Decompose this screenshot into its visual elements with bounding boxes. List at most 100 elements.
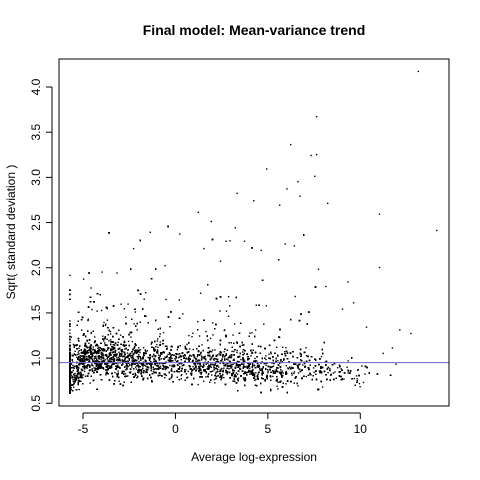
data-point — [131, 358, 134, 360]
data-point — [72, 364, 74, 366]
data-point — [215, 372, 217, 375]
data-point — [145, 350, 147, 353]
data-point — [222, 369, 224, 371]
data-point — [233, 350, 235, 353]
data-point — [285, 370, 287, 373]
data-point — [255, 304, 257, 306]
data-point — [136, 355, 138, 358]
data-point — [174, 357, 176, 360]
data-point — [175, 357, 178, 359]
data-point — [206, 362, 208, 364]
data-point — [136, 377, 138, 379]
data-point — [277, 355, 279, 357]
data-point — [117, 341, 119, 344]
data-point — [297, 372, 300, 374]
data-point — [225, 310, 228, 312]
data-point — [80, 372, 82, 375]
data-point — [198, 365, 200, 368]
data-point — [146, 371, 148, 374]
data-point — [109, 330, 112, 333]
data-point — [83, 348, 86, 350]
data-point — [164, 368, 166, 371]
data-point — [171, 370, 173, 372]
data-point — [203, 357, 205, 359]
data-point — [132, 354, 134, 357]
data-point — [122, 350, 124, 353]
data-point — [143, 298, 145, 300]
data-point — [205, 372, 208, 374]
data-point — [109, 359, 111, 361]
data-point — [198, 335, 201, 337]
data-point — [145, 365, 147, 367]
data-point — [229, 305, 231, 307]
data-point — [228, 368, 230, 370]
data-point — [96, 310, 98, 312]
data-point — [192, 348, 194, 351]
data-point — [100, 364, 102, 367]
data-point — [156, 340, 158, 342]
data-point — [132, 357, 135, 360]
data-point — [282, 346, 284, 348]
data-point — [131, 360, 133, 362]
data-point — [69, 329, 71, 331]
data-point — [215, 371, 217, 373]
data-point — [251, 365, 254, 367]
data-point — [255, 378, 257, 381]
data-point — [186, 343, 188, 346]
data-point — [93, 358, 95, 360]
data-point — [100, 363, 103, 365]
data-point — [223, 356, 226, 358]
data-point — [233, 358, 235, 360]
data-point — [155, 346, 157, 348]
data-point — [86, 367, 88, 369]
data-point — [209, 337, 212, 340]
data-point — [212, 334, 214, 336]
data-point — [338, 364, 341, 366]
data-point — [265, 355, 267, 357]
data-point — [102, 354, 104, 356]
data-point — [304, 362, 306, 365]
data-point — [313, 371, 315, 373]
data-point — [92, 346, 94, 348]
data-point — [127, 375, 129, 377]
data-point — [71, 354, 73, 356]
data-point — [250, 355, 252, 357]
data-point — [192, 354, 194, 356]
data-point — [171, 366, 173, 368]
data-point — [130, 336, 132, 338]
data-point — [214, 349, 216, 351]
data-point — [212, 358, 215, 360]
data-point — [137, 369, 139, 372]
data-point — [87, 346, 89, 348]
data-point — [70, 389, 72, 391]
data-point — [225, 353, 227, 355]
data-point — [230, 342, 232, 344]
data-point — [152, 371, 155, 373]
data-point — [156, 349, 159, 351]
data-point — [255, 372, 257, 374]
data-point — [213, 366, 215, 368]
data-point — [100, 358, 102, 361]
data-point — [261, 361, 263, 363]
data-point — [219, 362, 221, 365]
chart-title: Final model: Mean-variance trend — [143, 22, 366, 38]
data-point — [95, 355, 97, 357]
data-point — [127, 340, 130, 343]
data-point — [94, 348, 96, 351]
data-point — [93, 367, 95, 369]
data-point — [138, 355, 140, 358]
data-point — [73, 367, 75, 369]
data-point — [110, 339, 112, 341]
data-point — [229, 240, 231, 242]
data-point — [105, 369, 107, 371]
data-point — [265, 364, 267, 366]
data-point — [176, 348, 178, 351]
data-point — [217, 375, 220, 377]
data-point — [233, 323, 236, 325]
data-point — [72, 361, 74, 363]
data-point — [92, 365, 94, 367]
data-point — [106, 366, 108, 368]
data-point — [118, 357, 121, 360]
data-point — [78, 349, 80, 352]
data-point — [364, 373, 366, 375]
